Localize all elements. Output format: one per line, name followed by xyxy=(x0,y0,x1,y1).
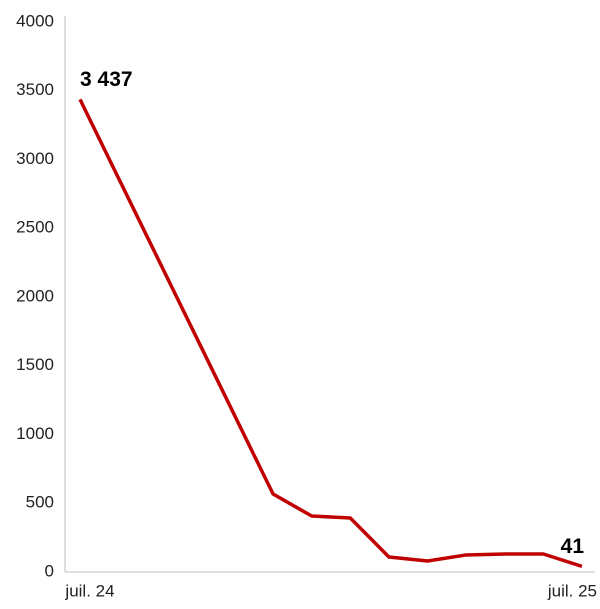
y-tick-label: 3500 xyxy=(16,80,54,99)
y-tick-label: 2000 xyxy=(16,286,54,305)
y-tick-label: 3000 xyxy=(16,149,54,168)
x-tick-label: juil. 24 xyxy=(64,581,114,600)
y-tick-label: 1000 xyxy=(16,424,54,443)
line xyxy=(78,98,583,569)
x-tick-label: juil. 25 xyxy=(547,581,597,600)
y-tick-label: 0 xyxy=(45,561,54,580)
data-label: 3 437 xyxy=(80,68,133,91)
data-label: 41 xyxy=(561,535,585,558)
y-tick-label: 4000 xyxy=(16,11,54,30)
y-tick-label: 2500 xyxy=(16,218,54,237)
y-tick-label: 1500 xyxy=(16,355,54,374)
y-tick-label: 500 xyxy=(26,493,54,512)
